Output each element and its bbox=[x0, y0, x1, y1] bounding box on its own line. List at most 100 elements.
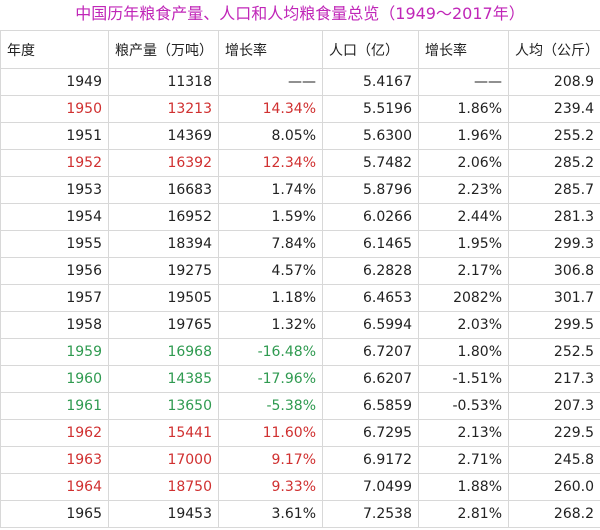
table-cell: 6.5994 bbox=[322, 311, 419, 339]
table-cell: 285.7 bbox=[508, 176, 600, 204]
table-cell: 7.2538 bbox=[322, 500, 419, 528]
table-cell: 7.84% bbox=[218, 230, 323, 258]
table-cell: 11318 bbox=[108, 68, 219, 96]
table-cell: 6.0266 bbox=[322, 203, 419, 231]
table-cell: 299.5 bbox=[508, 311, 600, 339]
table-row: 1956 19275 4.57% 6.2828 2.17% 306.8 bbox=[0, 257, 600, 285]
table-cell: 255.2 bbox=[508, 122, 600, 150]
table-cell: 1964 bbox=[0, 473, 109, 501]
table-cell: 17000 bbox=[108, 446, 219, 474]
table-cell: 1955 bbox=[0, 230, 109, 258]
table-cell: 1.74% bbox=[218, 176, 323, 204]
table-cell: 1.95% bbox=[418, 230, 509, 258]
column-header: 年度 bbox=[0, 30, 109, 69]
table-cell: 4.57% bbox=[218, 257, 323, 285]
table-cell: 268.2 bbox=[508, 500, 600, 528]
table-cell: 9.33% bbox=[218, 473, 323, 501]
table-cell: -0.53% bbox=[418, 392, 509, 420]
table-cell: 217.3 bbox=[508, 365, 600, 393]
table-cell: 1958 bbox=[0, 311, 109, 339]
table-cell: 2.13% bbox=[418, 419, 509, 447]
table-cell: 14369 bbox=[108, 122, 219, 150]
table-cell: 6.1465 bbox=[322, 230, 419, 258]
table-cell: 6.7207 bbox=[322, 338, 419, 366]
table-row: 1964 18750 9.33% 7.0499 1.88% 260.0 bbox=[0, 473, 600, 501]
table-cell: —— bbox=[418, 68, 509, 96]
title: 中国历年粮食产量、人口和人均粮食量总览（1949～2017年） bbox=[75, 4, 525, 23]
table-cell: 2.17% bbox=[418, 257, 509, 285]
table-cell: 5.4167 bbox=[322, 68, 419, 96]
data-table: 年度 粮产量（万吨） 增长率 人口（亿） 增长率 人均（公斤） 1949 11318 —— 5.… bbox=[0, 30, 600, 528]
table-cell: 5.7482 bbox=[322, 149, 419, 177]
table-cell: 5.8796 bbox=[322, 176, 419, 204]
table-cell: 306.8 bbox=[508, 257, 600, 285]
table-row: 1949 11318 —— 5.4167 —— 208.9 bbox=[0, 68, 600, 96]
table-cell: 1951 bbox=[0, 122, 109, 150]
table-cell: 6.2828 bbox=[322, 257, 419, 285]
table-cell: -5.38% bbox=[218, 392, 323, 420]
table-cell: 3.61% bbox=[218, 500, 323, 528]
table-row: 1965 19453 3.61% 7.2538 2.81% 268.2 bbox=[0, 500, 600, 528]
table-cell: 2.03% bbox=[418, 311, 509, 339]
table-cell: 14385 bbox=[108, 365, 219, 393]
table-cell: -1.51% bbox=[418, 365, 509, 393]
table-cell: 5.6300 bbox=[322, 122, 419, 150]
table-cell: 1.88% bbox=[418, 473, 509, 501]
table-cell: 6.7295 bbox=[322, 419, 419, 447]
table-cell: 1950 bbox=[0, 95, 109, 123]
table-cell: 16683 bbox=[108, 176, 219, 204]
table-cell: 9.17% bbox=[218, 446, 323, 474]
table-cell: 1965 bbox=[0, 500, 109, 528]
table-row: 1958 19765 1.32% 6.5994 2.03% 299.5 bbox=[0, 311, 600, 339]
table-row: 1959 16968 -16.48% 6.7207 1.80% 252.5 bbox=[0, 338, 600, 366]
table-cell: 13650 bbox=[108, 392, 219, 420]
table-cell: —— bbox=[218, 68, 323, 96]
table-cell: 252.5 bbox=[508, 338, 600, 366]
table-cell: 1963 bbox=[0, 446, 109, 474]
table-cell: 18394 bbox=[108, 230, 219, 258]
table-cell: 7.0499 bbox=[322, 473, 419, 501]
table-row: 1955 18394 7.84% 6.1465 1.95% 299.3 bbox=[0, 230, 600, 258]
table-cell: 16968 bbox=[108, 338, 219, 366]
table-cell: 14.34% bbox=[218, 95, 323, 123]
table-cell: -17.96% bbox=[218, 365, 323, 393]
table-cell: 16952 bbox=[108, 203, 219, 231]
table-cell: 6.9172 bbox=[322, 446, 419, 474]
table-cell: 1952 bbox=[0, 149, 109, 177]
table-row: 1953 16683 1.74% 5.8796 2.23% 285.7 bbox=[0, 176, 600, 204]
table-cell: 1.96% bbox=[418, 122, 509, 150]
table-cell: 2.06% bbox=[418, 149, 509, 177]
header-row: 年度 粮产量（万吨） 增长率 人口（亿） 增长率 人均（公斤） bbox=[0, 30, 600, 69]
table-cell: 11.60% bbox=[218, 419, 323, 447]
table-row: 1960 14385 -17.96% 6.6207 -1.51% 217.3 bbox=[0, 365, 600, 393]
table-row: 1962 15441 11.60% 6.7295 2.13% 229.5 bbox=[0, 419, 600, 447]
table-cell: 1.18% bbox=[218, 284, 323, 312]
table-cell: 1954 bbox=[0, 203, 109, 231]
table-cell: 1957 bbox=[0, 284, 109, 312]
table-cell: 8.05% bbox=[218, 122, 323, 150]
table-cell: 19453 bbox=[108, 500, 219, 528]
table-row: 1954 16952 1.59% 6.0266 2.44% 281.3 bbox=[0, 203, 600, 231]
table-cell: 207.3 bbox=[508, 392, 600, 420]
column-header: 粮产量（万吨） bbox=[108, 30, 219, 69]
table-cell: 2082% bbox=[418, 284, 509, 312]
table-cell: 6.6207 bbox=[322, 365, 419, 393]
table-cell: 1962 bbox=[0, 419, 109, 447]
table-body: 1949 11318 —— 5.4167 —— 208.9 1950 13213 14.34% 5… bbox=[0, 68, 600, 528]
table-cell: 2.71% bbox=[418, 446, 509, 474]
table-cell: 229.5 bbox=[508, 419, 600, 447]
table-cell: 2.81% bbox=[418, 500, 509, 528]
table-cell: 281.3 bbox=[508, 203, 600, 231]
table-cell: 6.4653 bbox=[322, 284, 419, 312]
table-cell: 1.32% bbox=[218, 311, 323, 339]
table-cell: 245.8 bbox=[508, 446, 600, 474]
column-header: 增长率 bbox=[218, 30, 323, 69]
table-row: 1963 17000 9.17% 6.9172 2.71% 245.8 bbox=[0, 446, 600, 474]
table-cell: 19765 bbox=[108, 311, 219, 339]
table-cell: 1.59% bbox=[218, 203, 323, 231]
table-cell: 13213 bbox=[108, 95, 219, 123]
table-cell: 2.23% bbox=[418, 176, 509, 204]
table-cell: 285.2 bbox=[508, 149, 600, 177]
table-cell: 12.34% bbox=[218, 149, 323, 177]
table-cell: 6.5859 bbox=[322, 392, 419, 420]
